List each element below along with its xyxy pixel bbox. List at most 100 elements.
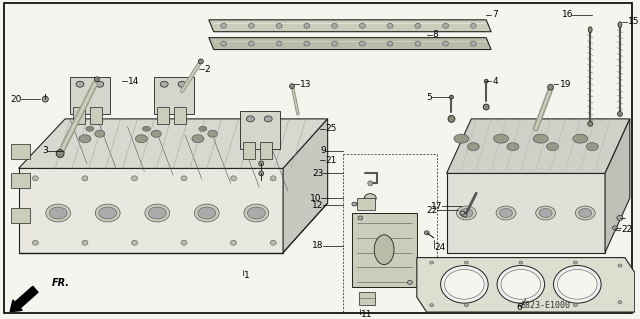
Ellipse shape bbox=[456, 206, 476, 220]
Text: 2: 2 bbox=[205, 65, 211, 74]
Polygon shape bbox=[209, 20, 491, 32]
Text: 12: 12 bbox=[312, 201, 324, 210]
Ellipse shape bbox=[230, 240, 237, 245]
Text: 25: 25 bbox=[326, 124, 337, 133]
Ellipse shape bbox=[148, 207, 166, 219]
Ellipse shape bbox=[181, 240, 187, 245]
Ellipse shape bbox=[470, 23, 476, 28]
Ellipse shape bbox=[573, 261, 577, 264]
Ellipse shape bbox=[76, 81, 84, 87]
Ellipse shape bbox=[248, 207, 265, 219]
Ellipse shape bbox=[465, 261, 468, 264]
Ellipse shape bbox=[33, 240, 38, 245]
Text: 5: 5 bbox=[426, 93, 431, 101]
Text: 15: 15 bbox=[628, 17, 639, 26]
Ellipse shape bbox=[579, 209, 591, 218]
Ellipse shape bbox=[94, 77, 99, 82]
Ellipse shape bbox=[557, 270, 597, 299]
FancyArrow shape bbox=[10, 286, 38, 312]
Text: 23: 23 bbox=[312, 169, 324, 178]
Ellipse shape bbox=[248, 135, 260, 143]
Text: 14: 14 bbox=[127, 77, 139, 86]
Polygon shape bbox=[70, 77, 109, 114]
Text: 13: 13 bbox=[300, 80, 312, 89]
Ellipse shape bbox=[443, 23, 449, 28]
Ellipse shape bbox=[497, 265, 545, 303]
Ellipse shape bbox=[408, 280, 412, 284]
Ellipse shape bbox=[448, 115, 455, 122]
Ellipse shape bbox=[95, 204, 120, 222]
Ellipse shape bbox=[496, 206, 516, 220]
Ellipse shape bbox=[131, 240, 138, 245]
Polygon shape bbox=[241, 111, 280, 149]
Polygon shape bbox=[605, 119, 630, 253]
Text: 3: 3 bbox=[42, 146, 48, 155]
Ellipse shape bbox=[264, 116, 272, 122]
Ellipse shape bbox=[429, 261, 434, 264]
Ellipse shape bbox=[575, 206, 595, 220]
Text: S823-E1000: S823-E1000 bbox=[520, 300, 571, 310]
Ellipse shape bbox=[99, 207, 116, 219]
Ellipse shape bbox=[192, 135, 204, 143]
Ellipse shape bbox=[586, 143, 598, 151]
Ellipse shape bbox=[467, 143, 479, 151]
Ellipse shape bbox=[588, 27, 592, 33]
Ellipse shape bbox=[588, 121, 593, 126]
Ellipse shape bbox=[221, 23, 227, 28]
Ellipse shape bbox=[221, 41, 227, 46]
Polygon shape bbox=[19, 168, 283, 253]
Polygon shape bbox=[243, 142, 255, 159]
Ellipse shape bbox=[617, 215, 623, 220]
Ellipse shape bbox=[465, 304, 468, 307]
Polygon shape bbox=[283, 119, 328, 253]
Ellipse shape bbox=[449, 95, 454, 99]
Ellipse shape bbox=[440, 265, 488, 303]
Ellipse shape bbox=[248, 23, 254, 28]
Ellipse shape bbox=[462, 213, 467, 217]
Ellipse shape bbox=[199, 126, 207, 131]
Polygon shape bbox=[357, 198, 375, 210]
Text: 17: 17 bbox=[431, 202, 443, 211]
Text: 6: 6 bbox=[516, 303, 522, 312]
Ellipse shape bbox=[460, 209, 473, 218]
Ellipse shape bbox=[443, 41, 449, 46]
Ellipse shape bbox=[244, 204, 269, 222]
Ellipse shape bbox=[270, 176, 276, 181]
Ellipse shape bbox=[96, 81, 104, 87]
Ellipse shape bbox=[230, 176, 237, 181]
Ellipse shape bbox=[519, 261, 523, 264]
Polygon shape bbox=[73, 107, 85, 124]
Polygon shape bbox=[90, 107, 102, 124]
Ellipse shape bbox=[332, 23, 337, 28]
Ellipse shape bbox=[454, 134, 469, 143]
Ellipse shape bbox=[289, 84, 294, 89]
Ellipse shape bbox=[483, 104, 489, 110]
Text: 16: 16 bbox=[562, 10, 573, 19]
Polygon shape bbox=[157, 107, 169, 124]
Ellipse shape bbox=[500, 209, 513, 218]
Ellipse shape bbox=[46, 204, 70, 222]
Ellipse shape bbox=[142, 126, 150, 131]
Ellipse shape bbox=[151, 130, 161, 137]
Ellipse shape bbox=[82, 176, 88, 181]
Ellipse shape bbox=[136, 135, 147, 143]
Ellipse shape bbox=[131, 176, 138, 181]
Text: 20: 20 bbox=[10, 94, 22, 104]
Ellipse shape bbox=[259, 161, 264, 166]
Polygon shape bbox=[154, 77, 194, 114]
Text: 21: 21 bbox=[326, 156, 337, 165]
Ellipse shape bbox=[304, 41, 310, 46]
Polygon shape bbox=[19, 119, 328, 168]
Ellipse shape bbox=[493, 134, 508, 143]
Ellipse shape bbox=[618, 22, 622, 28]
Ellipse shape bbox=[612, 226, 618, 230]
Polygon shape bbox=[417, 257, 635, 312]
Ellipse shape bbox=[358, 216, 363, 220]
Ellipse shape bbox=[548, 84, 554, 90]
Ellipse shape bbox=[573, 304, 577, 307]
Polygon shape bbox=[11, 173, 31, 188]
Ellipse shape bbox=[255, 126, 263, 131]
Ellipse shape bbox=[387, 41, 393, 46]
Ellipse shape bbox=[49, 207, 67, 219]
Ellipse shape bbox=[618, 301, 622, 304]
